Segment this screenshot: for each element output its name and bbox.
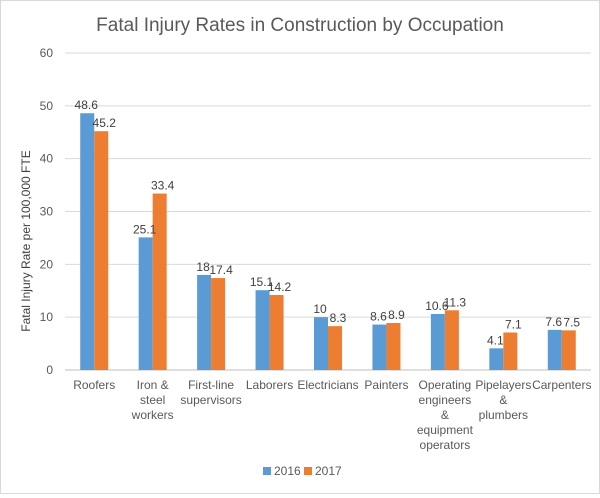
bar-2016	[138, 237, 153, 370]
x-tick-label-line: equipment	[417, 423, 474, 437]
bar-2017	[269, 294, 284, 370]
bar-2017	[386, 322, 401, 370]
legend-swatch-2017	[304, 467, 312, 475]
bar-2017	[444, 310, 459, 370]
y-tick-label: 40	[40, 152, 54, 166]
data-label-2016: 10.6	[425, 299, 449, 313]
bar-2017	[328, 326, 342, 370]
x-tick-label-line: &	[499, 393, 507, 407]
bar-2016	[547, 329, 562, 370]
data-label-2017: 11.3	[444, 295, 467, 309]
x-tick-label-line: Roofers	[73, 378, 115, 392]
bar-2016	[255, 290, 270, 370]
y-tick-label: 0	[46, 363, 53, 377]
x-tick-label-line: Painters	[364, 378, 408, 392]
x-tick-label: Pipelayers & plumbers	[475, 378, 531, 422]
bar-2016	[372, 324, 387, 370]
x-tick-label-line: workers	[131, 408, 174, 422]
x-tick-label-line: plumbers	[479, 408, 528, 422]
y-tick-label: 30	[40, 205, 54, 219]
data-labels: 48.6 45.2 25.1 33.4 18 17.4 15.114.2 108.3 8.6 8.…	[75, 98, 581, 347]
bar-2016	[430, 313, 445, 370]
y-tick-label: 50	[40, 99, 54, 113]
bar-2017	[211, 278, 226, 370]
x-tick-label-line: Laborers	[246, 378, 293, 392]
x-tick-label-line: Carpenters	[532, 378, 591, 392]
data-label-2016: 7.6	[545, 315, 562, 329]
x-tick-label-line: supervisors	[180, 393, 241, 407]
data-label-2016: 4.1	[487, 333, 504, 347]
bar-2016	[197, 274, 212, 370]
bar-series	[80, 113, 576, 370]
y-tick-label: 20	[40, 257, 54, 271]
x-tick-label: Laborers	[246, 378, 293, 392]
x-tick-label: First-line supervisors	[180, 378, 241, 407]
y-tick-label: 60	[40, 46, 54, 60]
y-tick-label: 10	[40, 310, 54, 324]
data-label-2017: 7.1	[505, 317, 522, 331]
data-label-2016: 8.6	[370, 310, 387, 324]
bar-2016	[80, 113, 95, 370]
data-label-2017: 8.9	[388, 308, 405, 322]
x-tick-label: Painters	[364, 378, 408, 392]
x-tick-label: Operating engineers & equipment operators	[417, 378, 474, 452]
x-tick-label: Roofers	[73, 378, 115, 392]
x-tick-label-line: &	[441, 408, 449, 422]
x-tick-label-line: engineers	[419, 393, 472, 407]
bar-2016	[489, 348, 504, 370]
data-label-2016: 15.1	[250, 275, 274, 289]
x-tick-label-line: Pipelayers	[475, 378, 531, 392]
data-label-2016: 25.1	[133, 222, 157, 236]
data-label-2016: 18	[196, 260, 210, 274]
bar-2016	[314, 317, 328, 370]
bar-2017	[561, 330, 576, 370]
data-label-2017: 45.2	[93, 116, 117, 130]
data-label-2017: 8.3	[330, 311, 347, 325]
bar-2017	[94, 131, 109, 370]
data-label-2017: 17.4	[209, 263, 233, 277]
bar-2017	[152, 193, 167, 370]
chart-title: Fatal Injury Rates in Construction by Oc…	[96, 15, 504, 36]
x-tick-label-line: operators	[420, 438, 471, 452]
x-tick-label-line: First-line	[188, 378, 234, 392]
data-label-2017: 33.4	[151, 179, 175, 193]
x-tick-label-line: Iron &	[137, 378, 169, 392]
x-tick-label-line: steel	[140, 393, 165, 407]
legend-swatch-2016	[263, 467, 271, 475]
data-label-2017: 14.2	[268, 280, 292, 294]
data-label-2017: 7.5	[563, 315, 580, 329]
x-tick-label: Iron & steel workers	[131, 378, 174, 422]
bar-2017	[503, 332, 518, 370]
x-tick-label-line: Electricians	[297, 378, 358, 392]
legend-label-2017: 2017	[315, 464, 342, 478]
x-tick-label-line: Operating	[419, 378, 472, 392]
data-label-2016: 10	[313, 302, 327, 316]
y-axis-title: Fatal Injury Rate per 100,000 FTE	[19, 150, 33, 331]
data-label-2016: 48.6	[75, 98, 99, 112]
legend: 2016 2017	[263, 464, 342, 478]
y-axis-ticks: 0 10 20 30 40 50 60	[40, 46, 54, 377]
legend-label-2016: 2016	[274, 464, 301, 478]
x-tick-label: Carpenters	[532, 378, 591, 392]
x-tick-label: Electricians	[297, 378, 358, 392]
